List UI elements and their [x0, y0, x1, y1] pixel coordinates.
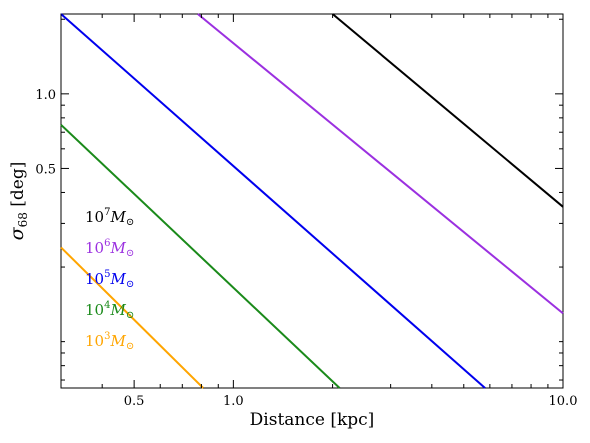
legend-entry-1e5: 105M⊙	[85, 269, 134, 290]
y-axis-label-unit: [deg]	[8, 162, 28, 213]
legend-mass: M	[109, 270, 126, 288]
legend-mass: M	[109, 301, 126, 319]
legend-sun-symbol: ⊙	[126, 310, 134, 321]
legend-mass: M	[109, 332, 126, 350]
legend-base: 10	[85, 301, 104, 319]
legend-entry-1e7: 107M⊙	[85, 207, 134, 228]
legend-entry-1e6: 106M⊙	[85, 238, 134, 259]
legend-base: 10	[85, 332, 104, 350]
series-layer	[60, 13, 564, 389]
x-axis-label: Distance [kpc]	[250, 410, 375, 430]
legend-mass: M	[109, 239, 126, 257]
legend-base: 10	[85, 270, 104, 288]
plot-frame	[60, 13, 564, 389]
legend-sun-symbol: ⊙	[126, 341, 134, 352]
legend-base: 10	[85, 208, 104, 226]
series-line-1e6	[197, 13, 564, 315]
legend-exponent: 3	[104, 331, 110, 342]
y-tick-label: 1.0	[35, 88, 56, 103]
legend-mass: M	[109, 208, 126, 226]
legend-entry-1e4: 104M⊙	[85, 300, 134, 321]
y-axis-label-sub: 68	[16, 212, 30, 227]
series-line-1e4	[60, 124, 341, 389]
x-tick-label: 10.0	[549, 394, 578, 409]
legend-base: 10	[85, 239, 104, 257]
series-line-1e7	[331, 13, 564, 208]
legend-sun-symbol: ⊙	[126, 248, 134, 259]
x-tick-label: 1.0	[223, 394, 244, 409]
y-axis-label: σ68 [deg]	[6, 162, 30, 241]
legend: 107M⊙106M⊙105M⊙104M⊙103M⊙	[85, 207, 134, 352]
tick-layer: 0.5 1.0 10.0 0.5 1.0	[35, 14, 577, 409]
y-tick-label: 0.5	[35, 162, 56, 177]
legend-exponent: 7	[104, 207, 110, 218]
legend-exponent: 4	[104, 300, 110, 311]
legend-exponent: 5	[104, 269, 110, 280]
y-axis-label-symbol: σ	[6, 226, 28, 240]
legend-exponent: 6	[104, 238, 110, 249]
legend-sun-symbol: ⊙	[126, 279, 134, 290]
legend-entry-1e3: 103M⊙	[85, 331, 134, 352]
series-line-1e5	[60, 13, 486, 389]
series-line-1e3	[60, 246, 204, 389]
legend-sun-symbol: ⊙	[126, 217, 134, 228]
x-tick-label: 0.5	[124, 394, 145, 409]
plot-area	[60, 13, 564, 389]
